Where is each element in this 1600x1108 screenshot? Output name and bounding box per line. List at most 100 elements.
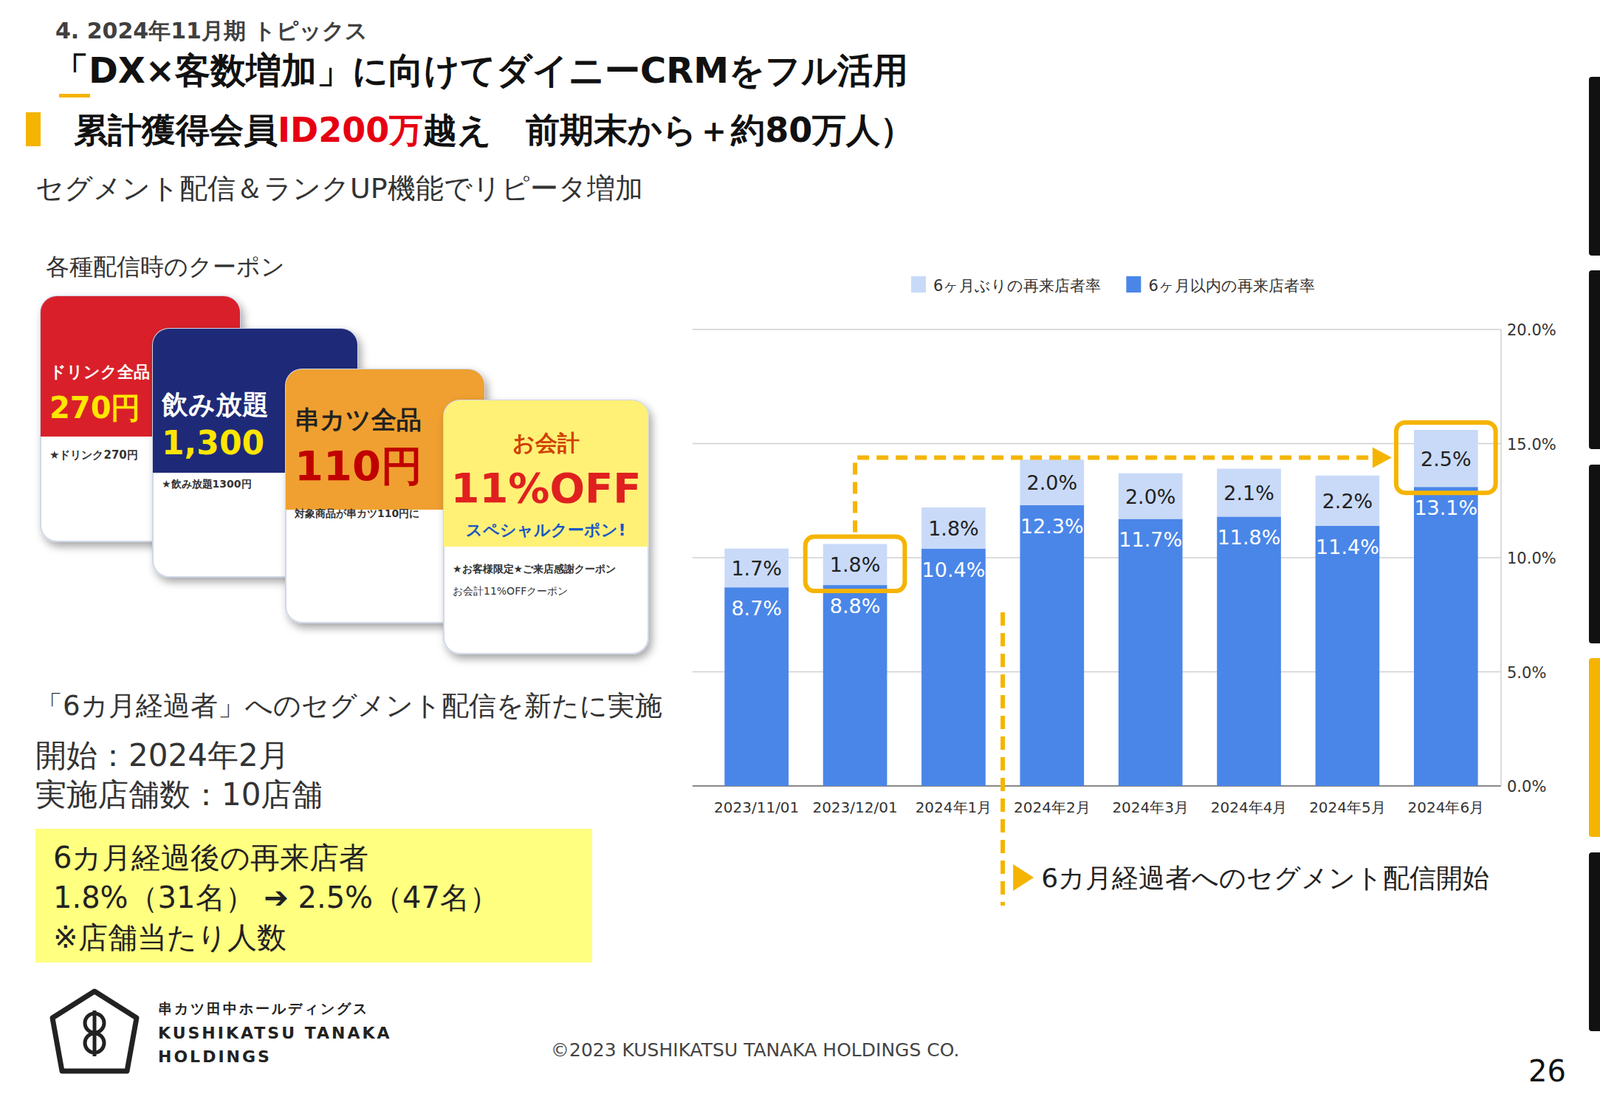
highlight-arrowhead: [1372, 447, 1392, 469]
grid-line: [692, 328, 1502, 331]
title: 「DX×客数増加」に向けてダイニーCRMをフル活用: [53, 49, 909, 91]
grid-line: [692, 443, 1502, 445]
x-tick-label: 2024年2月: [1013, 798, 1091, 816]
bar-segment: [1315, 475, 1380, 526]
x-tick-label: 2024年3月: [1111, 798, 1189, 816]
data-label: 10.4%: [922, 558, 986, 582]
result-text: ※店舗当たり人数: [53, 919, 287, 954]
data-label: 2.0%: [1125, 485, 1177, 508]
subtitle-bar: [25, 112, 41, 147]
result-text: 1.8%（31名） ➔ 2.5%（47名）: [53, 880, 500, 915]
coupon-frame: [443, 400, 649, 654]
bar-segment: [1315, 525, 1380, 786]
segment-note: 「6カ月経過者」へのセグメント配信を新たに実施: [35, 689, 663, 722]
annotation: 6カ月経過者へのセグメント配信開始: [1041, 862, 1490, 893]
data-label: 1.7%: [730, 556, 782, 580]
y-tick-label: 20.0%: [1506, 321, 1557, 339]
chart: 0.0% 5.0% 10.0% 15.0% 20.0% 8.7% 8.8% 10.4% 12.3…: [692, 276, 1557, 906]
side-tab: [1588, 852, 1600, 1031]
subtitle-part: 累計獲得会員: [73, 110, 278, 150]
x-tick-label: 2024年6月: [1408, 798, 1485, 816]
data-label: 11.7%: [1118, 527, 1183, 551]
bar-segment: [1019, 459, 1084, 506]
coupon-headline: お会計: [512, 429, 580, 456]
campaign-start-arrow: [1013, 863, 1034, 891]
company-en: HOLDINGS: [158, 1046, 272, 1066]
company-jp: 串カツ田中ホールディングス: [158, 999, 370, 1016]
data-label: 13.1%: [1413, 496, 1478, 520]
highlight-box: [805, 536, 906, 591]
bar-segment: [1118, 473, 1183, 520]
data-label: 8.7%: [730, 596, 782, 620]
coupon-headline: 270円: [49, 390, 142, 425]
data-label: 11.4%: [1315, 535, 1380, 559]
bar-segment: [724, 586, 789, 786]
coupon-caption: ★お客様限定★ご来店感謝クーポン: [452, 562, 616, 575]
grid-line: [692, 556, 1502, 559]
bar-segment: [1216, 468, 1282, 517]
coupon-headline: 串カツ全品: [294, 404, 422, 435]
start-date: 開始：2024年2月: [35, 736, 290, 774]
coupon-caption: 対象商品が串カツ110円に: [293, 507, 420, 520]
coupon-card: お会計 11%OFF スペシャルクーポン! ★お客様限定★ご来店感謝クーポンお会計11…: [443, 400, 649, 654]
logo-frame: [52, 990, 137, 1071]
company-en: KUSHIKATSU TANAKA: [158, 1023, 393, 1042]
bar-segment: [1216, 516, 1282, 786]
logo-stick: [93, 1010, 97, 1056]
highlight-arrow: [855, 457, 1375, 533]
coupon-heading: 各種配信時のクーポン: [45, 252, 286, 281]
y-tick-label: 10.0%: [1506, 549, 1557, 568]
bar-segment: [921, 548, 986, 786]
bar-segment: [724, 548, 789, 588]
subtitle: 累計獲得会員ID200万越え 前期末から＋約80万人）: [73, 110, 915, 150]
bar-segment: [1413, 429, 1479, 487]
grid-line: [692, 671, 1502, 673]
bar-segment: [823, 543, 888, 585]
legend-swatch: [1125, 276, 1141, 293]
y-tick-label: 5.0%: [1506, 663, 1547, 682]
bars: [724, 429, 1478, 786]
data-label: 2.2%: [1322, 489, 1374, 513]
coupon-image: [443, 400, 649, 547]
subtitle-part: 越え 前期末から＋約80万人）: [422, 110, 915, 150]
y-tick-label: 0.0%: [1506, 777, 1547, 796]
y-tick-label: 15.0%: [1506, 435, 1557, 454]
grid-line: [692, 784, 1502, 787]
bar-segment: [1019, 505, 1084, 786]
data-label: 2.0%: [1027, 471, 1078, 494]
coupon-headline: スペシャルクーポン!: [465, 520, 626, 539]
background: [0, 0, 1600, 1108]
result-box: [35, 828, 593, 963]
page-number: 26: [1528, 1053, 1567, 1088]
copyright: ©2023 KUSHIKATSU TANAKA HOLDINGS CO.: [550, 1038, 960, 1061]
section-label: 4. 2024年11月期 トピックス: [55, 17, 368, 44]
logo: [52, 990, 137, 1071]
slide: 4. 2024年11月期 トピックス「DX×客数増加」に向けてダイニーCRMをフ…: [0, 0, 1600, 1108]
side-tab: [1588, 464, 1600, 644]
highlight-box: [1396, 422, 1496, 493]
x-tick-label: 2023/12/01: [812, 798, 898, 816]
bar-segment: [1118, 518, 1183, 786]
coupon-headline: 11%OFF: [450, 463, 641, 512]
coupon-caption: ★ドリンク270円: [49, 448, 139, 462]
legend-swatch: [911, 276, 926, 293]
title-accent: [59, 93, 91, 98]
side-tab: [1588, 76, 1600, 256]
coupon-caption: お会計11%OFFクーポン: [452, 584, 568, 597]
lead-text: セグメント配信＆ランクUP機能でリピータ増加: [35, 172, 644, 205]
y-axis-line: [1500, 329, 1502, 786]
side-tab: [1588, 270, 1600, 449]
coupon-headline: 110円: [294, 441, 423, 490]
legend-label: 6ヶ月ぶりの再来店者率: [933, 276, 1101, 295]
coupon-caption: ★飲み放題1300円: [161, 477, 252, 490]
coupon-headline: ドリンク全品: [49, 362, 150, 381]
data-label: 12.3%: [1020, 514, 1084, 538]
coupon-headline: 飲み放題: [160, 389, 269, 420]
x-tick-label: 2024年5月: [1309, 798, 1386, 816]
x-tick-label: 2023/11/01: [713, 798, 799, 816]
data-label: 8.8%: [829, 594, 881, 618]
data-label: 11.8%: [1217, 525, 1282, 549]
bar-segment: [921, 507, 986, 549]
subtitle-part: ID200万: [277, 110, 424, 150]
side-tab: [1588, 657, 1600, 837]
